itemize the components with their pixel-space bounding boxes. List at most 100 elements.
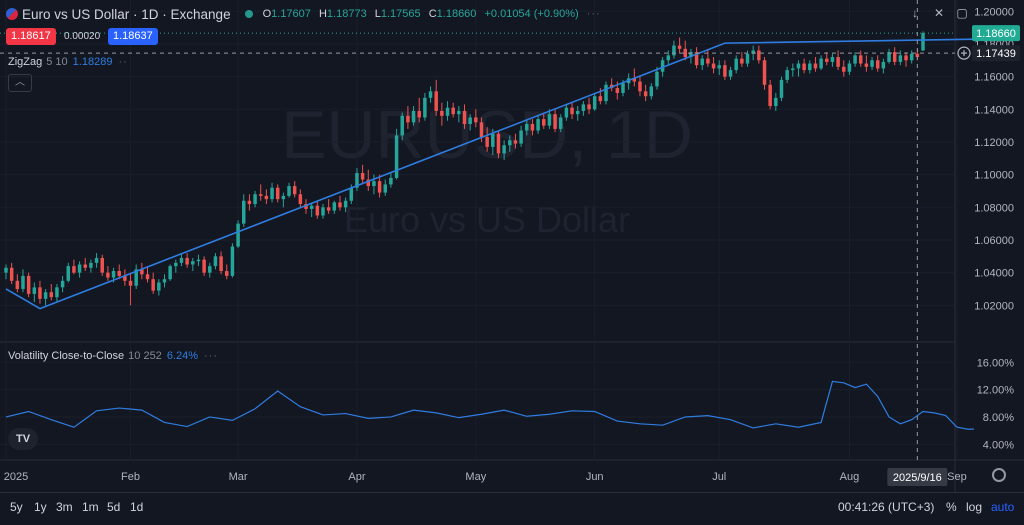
time-tick-label: Sep: [947, 471, 967, 483]
range-1d[interactable]: 1d: [130, 500, 144, 514]
candle-body: [174, 262, 178, 267]
candle-body: [485, 137, 489, 147]
symbol-legend[interactable]: Euro vs US Dollar · 1D · Exchange O1.176…: [6, 6, 601, 22]
candle-body: [411, 110, 416, 123]
candle-body: [157, 282, 161, 291]
candle-body: [343, 200, 348, 208]
zigzag-legend[interactable]: ZigZag 5 10 1.18289 ··: [8, 56, 128, 68]
candle-body: [208, 266, 212, 273]
range-5y[interactable]: 5y: [10, 500, 23, 514]
range-5d[interactable]: 5d: [107, 500, 121, 514]
candle-body: [230, 246, 235, 276]
candle-body: [881, 61, 886, 69]
auto-scale-toggle[interactable]: auto: [991, 500, 1015, 514]
candle-body: [751, 50, 755, 54]
market-status-icon[interactable]: [244, 10, 253, 18]
candle-body: [892, 52, 897, 62]
candle-body: [213, 256, 218, 267]
sell-button[interactable]: 1.18617: [6, 28, 56, 45]
candle-body: [140, 269, 144, 275]
candle-body: [915, 53, 920, 58]
collapse-legend-icon[interactable]: ︿: [8, 74, 32, 92]
candle-body: [383, 184, 387, 193]
candle-body: [666, 55, 671, 61]
candle-body: [870, 60, 874, 67]
download-icon[interactable]: ↓: [912, 6, 918, 20]
candle-body: [332, 202, 337, 211]
log-scale-toggle[interactable]: log: [966, 500, 983, 514]
candle-body: [479, 122, 484, 138]
candle-body: [451, 107, 455, 115]
volatility-more-icon[interactable]: ···: [204, 350, 219, 362]
candle-body: [326, 207, 331, 211]
candle-body: [536, 119, 540, 131]
candle-body: [32, 287, 37, 294]
candle-body: [830, 57, 835, 62]
fullscreen-collapse-icon[interactable]: ✕: [933, 6, 945, 20]
candle-body: [236, 223, 240, 247]
candle-body: [525, 123, 529, 131]
spread-value: 0.00020: [64, 31, 101, 42]
candle-body: [355, 173, 359, 188]
candle-body: [287, 186, 291, 196]
range-1y[interactable]: 1y: [34, 500, 47, 514]
candle-body: [60, 280, 65, 288]
candle-body: [762, 60, 767, 85]
ohlc-values: O1.17607 H1.18773 L1.17565 C1.18660 +0.0…: [263, 8, 601, 20]
crosshair-date-label: 2025/9/16: [893, 472, 942, 484]
candle-body: [258, 194, 263, 196]
candle-body: [196, 259, 201, 262]
candle-body: [819, 58, 823, 69]
candle-body: [774, 97, 778, 107]
more-dots-icon[interactable]: ···: [586, 8, 601, 20]
candle-body: [168, 266, 172, 280]
candle-body: [575, 110, 580, 115]
candle-body: [49, 292, 54, 298]
candle-body: [808, 63, 812, 71]
ohlc-low-key: L: [374, 8, 381, 20]
range-1m[interactable]: 1m: [82, 500, 99, 514]
candle-body: [21, 275, 25, 289]
candle-body: [496, 133, 501, 154]
candle-body: [530, 123, 535, 131]
candle-body: [592, 96, 597, 110]
candle-body: [864, 63, 869, 67]
candle-body: [706, 58, 710, 64]
candle-body: [570, 107, 574, 115]
screenshot-icon[interactable]: ▢: [956, 6, 968, 20]
candle-body: [38, 287, 42, 299]
candle-body: [909, 53, 914, 61]
candle-body: [179, 257, 184, 263]
tradingview-logo-icon[interactable]: TV: [8, 428, 38, 450]
zigzag-more-icon[interactable]: ··: [118, 56, 128, 68]
ohlc-open-key: O: [262, 8, 272, 20]
gear-icon[interactable]: [992, 468, 1006, 482]
candle-body: [202, 259, 206, 273]
candle-body: [474, 117, 478, 123]
candle-body: [587, 104, 591, 110]
candle-body: [185, 257, 189, 265]
buy-button[interactable]: 1.18637: [108, 28, 158, 45]
zigzag-params: 5 10: [46, 56, 68, 68]
clock-timezone[interactable]: 00:41:26 (UTC+3): [838, 500, 935, 514]
candle-body: [440, 110, 444, 116]
volatility-legend[interactable]: Volatility Close-to-Close 10 252 6.24% ···: [8, 350, 218, 362]
candle-body: [898, 55, 903, 62]
candle-body: [15, 280, 20, 289]
candle-body: [241, 200, 246, 224]
volatility-tick-label: 16.00%: [977, 357, 1015, 369]
price-tick-label: 1.06000: [974, 235, 1014, 247]
candle-body: [757, 50, 761, 61]
volatility-params: 10 252: [128, 350, 162, 362]
time-tick-label: 2025: [4, 471, 28, 483]
price-tick-label: 1.10000: [974, 170, 1014, 182]
candle-body: [813, 63, 818, 69]
symbol-title[interactable]: Euro vs US Dollar · 1D · Exchange: [22, 6, 231, 22]
range-3m[interactable]: 3m: [56, 500, 73, 514]
percent-scale-toggle[interactable]: %: [946, 500, 957, 514]
candle-body: [802, 63, 806, 71]
price-tick-label: 1.14000: [974, 104, 1014, 116]
candle-body: [689, 52, 693, 58]
candle-body: [270, 187, 274, 200]
